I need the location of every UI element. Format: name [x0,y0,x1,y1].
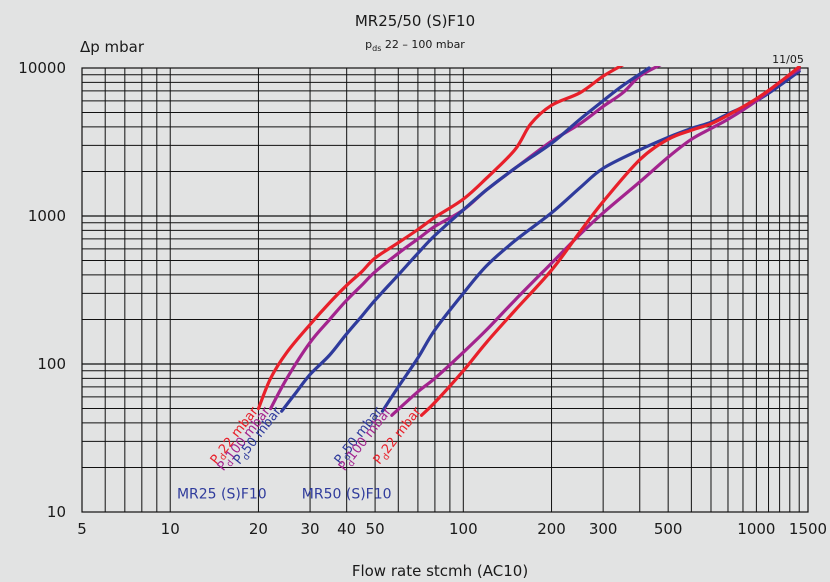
date-note: 11/05 [772,53,804,66]
series-line-6 [419,66,801,417]
group-label-2: MR50 (S)F10 [302,487,392,503]
x-tick-label: 40 [337,520,356,538]
chart-subtitle: pds 22 – 100 mbar [365,38,465,53]
series-line-2 [269,66,662,411]
y-tick-labels: 10 100 1000 10000 [18,59,66,521]
curve-label-sub: d [218,452,229,463]
series-line-1 [256,66,624,411]
x-tick-label: 20 [249,520,268,538]
x-tick-label: 100 [449,520,478,538]
x-tick-label: 5 [77,520,87,538]
curve-label-sub: d [381,452,392,463]
curve-label-sub: d [225,459,236,470]
series-line-5 [390,67,801,417]
x-tick-label: 50 [366,520,385,538]
x-tick-label: 500 [654,520,683,538]
curve-label-sub: d [342,452,353,463]
x-tick-label: 10 [161,520,180,538]
y-tick-label: 10000 [18,59,66,77]
subtitle-rest: 22 – 100 mbar [381,38,465,51]
x-tick-label: 300 [589,520,618,538]
subtitle-sub: ds [372,44,381,53]
y-tick-label: 1000 [28,207,66,225]
grid [82,68,808,512]
x-axis-label: Flow rate stcmh (AC10) [352,562,528,580]
x-tick-label: 1000 [737,520,775,538]
y-axis-label: Δp mbar [80,38,145,56]
plot-frame [81,67,809,513]
chart-title: MR25/50 (S)F10 [355,12,475,30]
subtitle-base: p [365,38,372,51]
y-tick-label: 10 [47,503,66,521]
series-lines [256,66,801,417]
series-line-3 [280,66,651,413]
x-tick-labels: 5 10 20 30 40 50 100 200 300 500 1000 1500 [77,520,827,538]
group-label-1: MR25 (S)F10 [177,487,267,503]
x-tick-label: 1500 [789,520,827,538]
y-tick-label: 100 [37,355,66,373]
group-labels: MR25 (S)F10 MR50 (S)F10 [177,487,392,503]
x-tick-label: 30 [301,520,320,538]
curve-label-sub: d [241,452,252,463]
x-tick-label: 200 [537,520,566,538]
curve-label-sub: d [346,459,357,470]
